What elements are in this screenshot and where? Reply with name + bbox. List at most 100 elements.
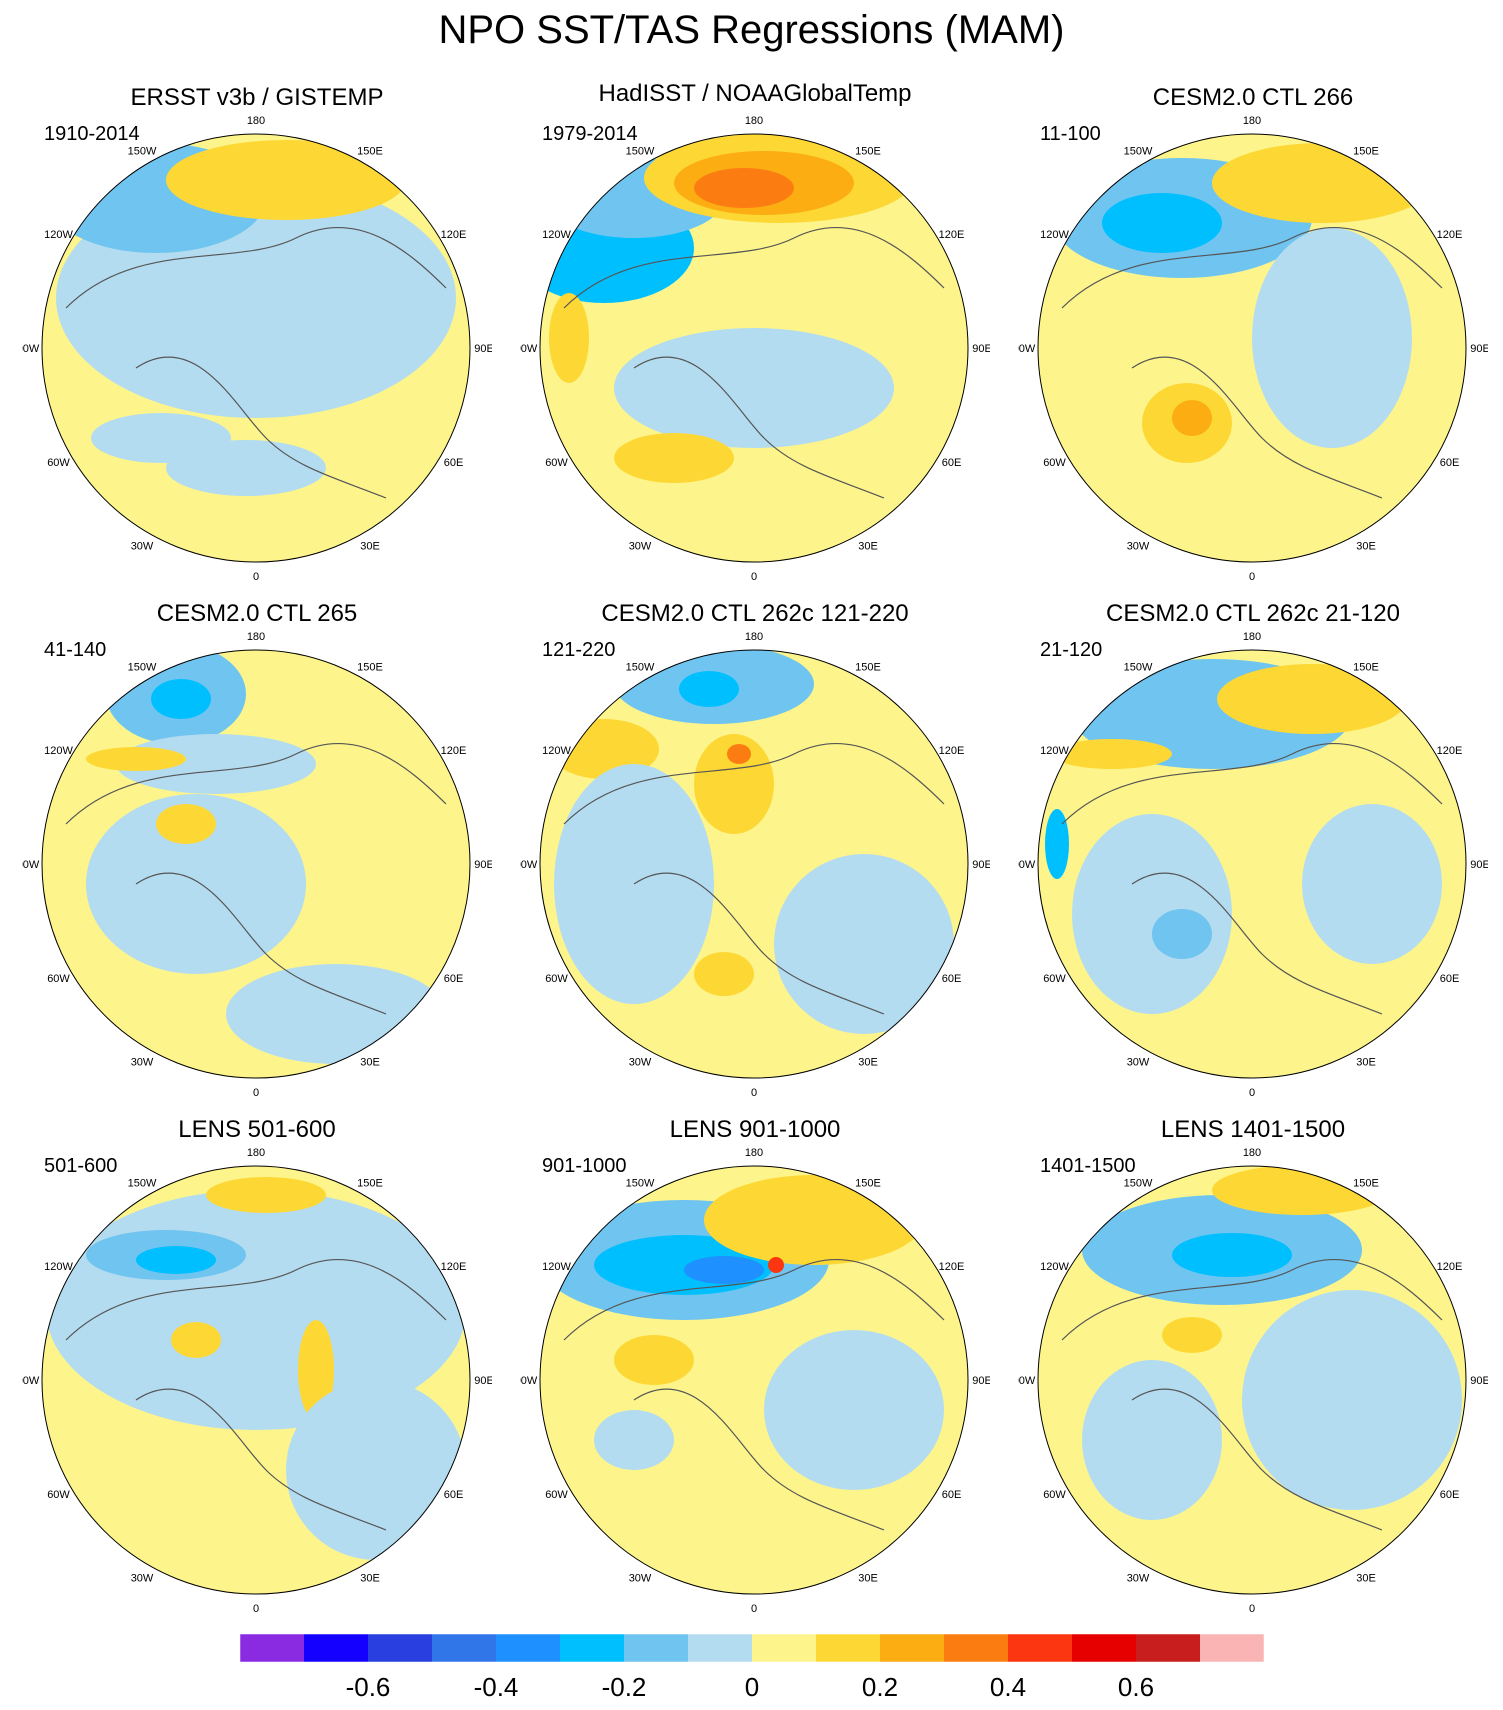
longitude-label: 60W <box>545 1489 568 1501</box>
polar-map: 180 150E 120E 90E 60E 30E 0 30W 60W 90W 120W 150W <box>520 115 990 583</box>
longitude-label: 150E <box>1353 662 1379 674</box>
longitude-label: 180 <box>745 1147 763 1159</box>
map-border <box>1037 649 1467 1079</box>
map-border <box>1037 133 1467 563</box>
field-contour <box>1252 228 1412 448</box>
colorbar-swatch <box>688 1634 752 1662</box>
polar-map: 180 150E 120E 90E 60E 30E 0 30W 60W 90W 120W 150W <box>1018 631 1488 1099</box>
colorbar-swatch <box>496 1634 560 1662</box>
coastline <box>135 872 387 1015</box>
colorbar-swatch <box>816 1634 880 1662</box>
longitude-label: 60E <box>942 457 962 469</box>
longitude-label: 0 <box>253 1603 259 1615</box>
colorbar-swatch <box>1200 1634 1264 1662</box>
longitude-label: 120W <box>1040 745 1069 757</box>
field-contour <box>774 854 954 1034</box>
panel-title: ERSST v3b / GISTEMP <box>130 84 384 111</box>
longitude-label: 120E <box>939 229 965 241</box>
longitude-label: 180 <box>247 1147 265 1159</box>
longitude-label: 180 <box>247 115 265 127</box>
longitude-label: 30E <box>360 541 380 553</box>
panel-period: 11-100 <box>1040 123 1101 145</box>
field-contour <box>286 1380 466 1560</box>
longitude-label: 0 <box>1249 1087 1255 1099</box>
longitude-label: 30E <box>858 541 878 553</box>
coastline <box>633 872 885 1015</box>
longitude-label: 60W <box>47 973 70 985</box>
colorbar-swatch <box>944 1634 1008 1662</box>
longitude-label: 120E <box>441 229 467 241</box>
panel-period: 21-120 <box>1040 639 1103 661</box>
field-contour <box>1212 143 1432 223</box>
field-contour <box>151 679 211 719</box>
map-panel: 180 150E 120E 90E 60E 30E 0 30W 60W 90W 120W 150W Ha… <box>520 78 990 588</box>
longitude-label: 150W <box>1124 1178 1153 1190</box>
longitude-label: 120W <box>44 745 73 757</box>
field-contour <box>549 293 589 383</box>
longitude-label: 120E <box>441 745 467 757</box>
field-layer <box>540 650 968 1078</box>
colorbar-tick-label: -0.6 <box>346 1672 391 1702</box>
field-contour <box>136 1246 216 1274</box>
longitude-label: 150W <box>626 146 655 158</box>
longitude-label: 90W <box>1018 343 1036 355</box>
longitude-label: 150W <box>626 662 655 674</box>
coastline <box>563 743 945 825</box>
field-contour <box>1152 909 1212 959</box>
field-contour <box>694 168 794 208</box>
longitude-label: 120E <box>1437 745 1463 757</box>
panel-title: LENS 1401-1500 <box>1160 1116 1346 1143</box>
coastline <box>1131 1388 1383 1531</box>
field-contour <box>768 1257 784 1273</box>
panel-title: HadISST / NOAAGlobalTemp <box>598 80 912 107</box>
polar-map: 180 150E 120E 90E 60E 30E 0 30W 60W 90W 120W 150W <box>520 1147 990 1615</box>
map-panel: 180 150E 120E 90E 60E 30E 0 30W 60W 90W 120W 150W LE… <box>1018 1110 1488 1620</box>
map-border <box>41 649 471 1079</box>
longitude-label: 60W <box>1043 973 1066 985</box>
field-contour <box>614 1335 694 1385</box>
map-border <box>1037 1165 1467 1595</box>
panel-period: 901-1000 <box>542 1155 627 1177</box>
coastline <box>65 743 447 825</box>
map-panel: 180 150E 120E 90E 60E 30E 0 30W 60W 90W 120W 150W CE… <box>1018 594 1488 1104</box>
longitude-label: 30W <box>1127 1573 1150 1585</box>
polar-map: 180 150E 120E 90E 60E 30E 0 30W 60W 90W 120W 150W <box>1018 115 1488 583</box>
longitude-label: 90E <box>1470 859 1488 871</box>
longitude-label: 150E <box>357 146 383 158</box>
field-contour <box>166 140 406 220</box>
map-panel: 180 150E 120E 90E 60E 30E 0 30W 60W 90W 120W 150W ER… <box>22 78 492 588</box>
longitude-label: 90E <box>474 859 492 871</box>
longitude-label: 180 <box>745 115 763 127</box>
longitude-label: 30E <box>858 1057 878 1069</box>
coastline <box>563 227 945 309</box>
longitude-label: 120W <box>44 1261 73 1273</box>
longitude-label: 60E <box>1440 973 1460 985</box>
longitude-label: 120W <box>1040 1261 1069 1273</box>
longitude-label: 90W <box>1018 859 1036 871</box>
polar-map: 180 150E 120E 90E 60E 30E 0 30W 60W 90W 120W 150W <box>22 115 492 583</box>
panel-title: CESM2.0 CTL 265 <box>156 600 358 627</box>
panel-title: CESM2.0 CTL 266 <box>1152 84 1354 111</box>
longitude-label: 90E <box>972 859 990 871</box>
longitude-label: 90E <box>474 343 492 355</box>
panel-title: LENS 901-1000 <box>669 1116 841 1143</box>
panel-period: 41-140 <box>44 639 107 661</box>
map-border <box>539 649 969 1079</box>
colorbar-swatch <box>304 1634 368 1662</box>
field-contour <box>91 413 231 463</box>
longitude-label: 30W <box>629 1573 652 1585</box>
longitude-label: 180 <box>745 631 763 643</box>
field-contour <box>206 1177 326 1213</box>
field-contour <box>1242 1290 1462 1510</box>
field-contour <box>226 964 446 1064</box>
polar-map: 180 150E 120E 90E 60E 30E 0 30W 60W 90W 120W 150W <box>520 631 990 1099</box>
field-contour <box>1172 1233 1292 1277</box>
coastline <box>65 1259 447 1341</box>
longitude-label: 90E <box>474 1375 492 1387</box>
colorbar-swatch <box>880 1634 944 1662</box>
field-contour <box>298 1320 334 1420</box>
main-title: NPO SST/TAS Regressions (MAM) <box>438 8 1065 52</box>
colorbar-frame <box>239 1633 1265 1663</box>
longitude-label: 30E <box>360 1573 380 1585</box>
longitude-label: 120W <box>542 1261 571 1273</box>
